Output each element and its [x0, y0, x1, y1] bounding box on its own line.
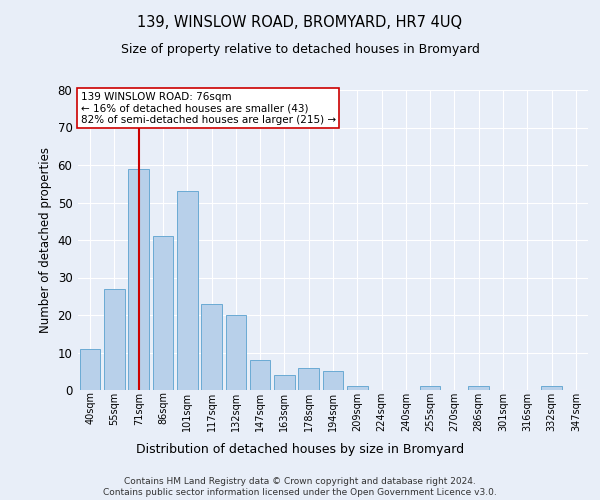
- Bar: [104, 289, 125, 390]
- Bar: [347, 386, 368, 390]
- Bar: [80, 349, 100, 390]
- Bar: [201, 304, 222, 390]
- Bar: [152, 236, 173, 390]
- Bar: [128, 169, 149, 390]
- Y-axis label: Number of detached properties: Number of detached properties: [39, 147, 52, 333]
- Bar: [274, 375, 295, 390]
- Bar: [323, 371, 343, 390]
- Bar: [226, 315, 246, 390]
- Bar: [469, 386, 489, 390]
- Bar: [420, 386, 440, 390]
- Bar: [298, 368, 319, 390]
- Bar: [541, 386, 562, 390]
- Text: Contains HM Land Registry data © Crown copyright and database right 2024.
Contai: Contains HM Land Registry data © Crown c…: [103, 478, 497, 497]
- Bar: [177, 191, 197, 390]
- Text: Distribution of detached houses by size in Bromyard: Distribution of detached houses by size …: [136, 442, 464, 456]
- Text: 139, WINSLOW ROAD, BROMYARD, HR7 4UQ: 139, WINSLOW ROAD, BROMYARD, HR7 4UQ: [137, 15, 463, 30]
- Bar: [250, 360, 271, 390]
- Text: Size of property relative to detached houses in Bromyard: Size of property relative to detached ho…: [121, 42, 479, 56]
- Text: 139 WINSLOW ROAD: 76sqm
← 16% of detached houses are smaller (43)
82% of semi-de: 139 WINSLOW ROAD: 76sqm ← 16% of detache…: [80, 92, 335, 124]
